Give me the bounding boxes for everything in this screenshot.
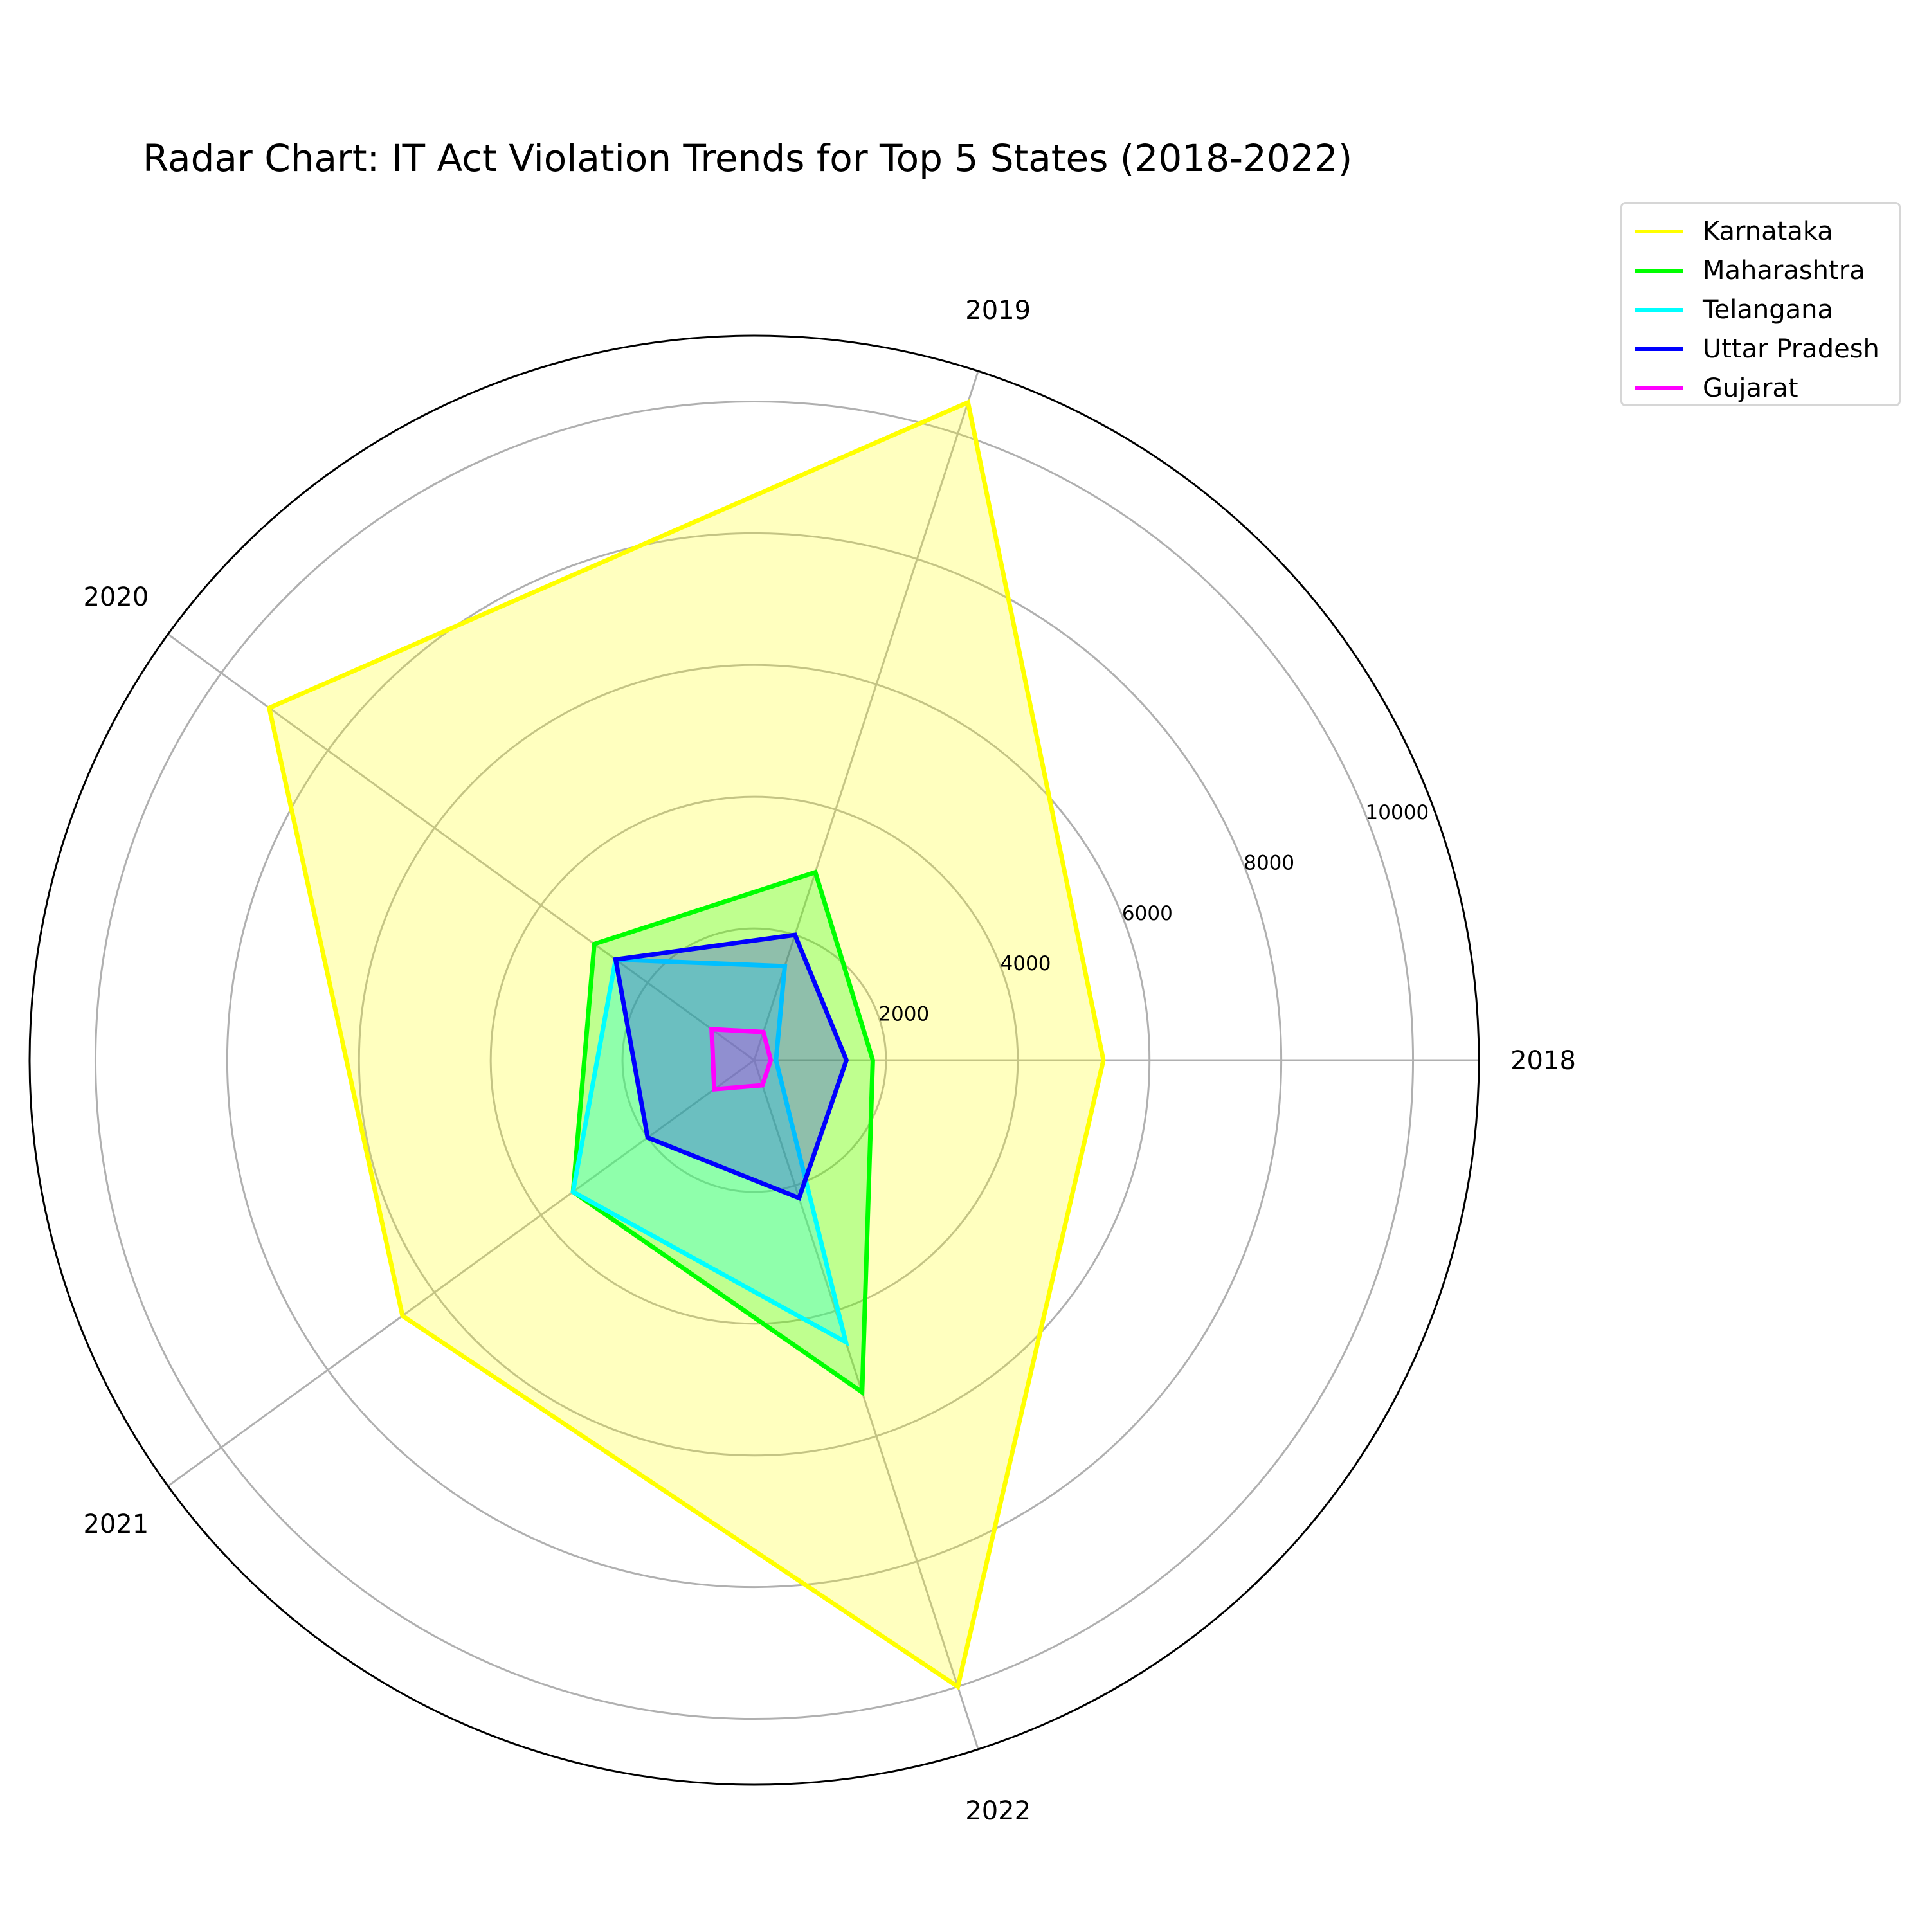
legend-swatch <box>1635 307 1683 312</box>
category-tick-label: 2019 <box>965 296 1031 325</box>
legend-label: Uttar Pradesh <box>1703 334 1879 364</box>
category-tick-label: 2021 <box>83 1510 149 1539</box>
radial-tick-label: 2000 <box>878 1003 929 1026</box>
series-line <box>570 869 875 1396</box>
series-fill <box>573 872 873 1393</box>
legend-label: Telangana <box>1703 294 1833 325</box>
series-line <box>709 1027 774 1092</box>
legend-item: Telangana <box>1635 290 1899 329</box>
category-tick-label: 2022 <box>965 1796 1031 1826</box>
series-fill <box>573 959 846 1342</box>
legend-item: Karnataka <box>1635 212 1899 251</box>
legend-item: Maharashtra <box>1635 251 1899 290</box>
category-tick-label: 2018 <box>1510 1046 1576 1076</box>
chart-title: Radar Chart: IT Act Violation Trends for… <box>143 136 1353 180</box>
legend-label: Karnataka <box>1703 216 1833 246</box>
legend-swatch <box>1635 347 1683 351</box>
legend-label: Gujarat <box>1703 373 1798 403</box>
angular-gridline <box>753 370 979 1061</box>
legend: Karnataka Maharashtra Telangana Uttar Prade… <box>1620 202 1901 406</box>
radial-tick-label: 4000 <box>1001 952 1051 975</box>
legend-swatch <box>1635 386 1683 390</box>
legend-swatch <box>1635 268 1683 273</box>
series-line <box>266 399 1106 1691</box>
radial-tick-label: 6000 <box>1122 902 1173 925</box>
legend-item: Gujarat <box>1635 368 1899 408</box>
angular-gridline <box>753 1060 979 1750</box>
angular-gridline <box>167 1059 755 1487</box>
radial-tick-label: 10000 <box>1366 801 1429 824</box>
legend-swatch <box>1635 229 1683 233</box>
category-tick-label: 2020 <box>83 582 149 612</box>
legend-item: Uttar Pradesh <box>1635 329 1899 368</box>
radial-tick-label: 8000 <box>1244 851 1294 874</box>
series-line <box>570 957 849 1347</box>
series-fill <box>615 935 847 1198</box>
angular-gridline <box>167 633 755 1061</box>
series-fill <box>711 1029 771 1090</box>
polar-frame <box>28 334 1480 1786</box>
legend-label: Maharashtra <box>1703 255 1865 285</box>
series-line <box>613 932 849 1202</box>
